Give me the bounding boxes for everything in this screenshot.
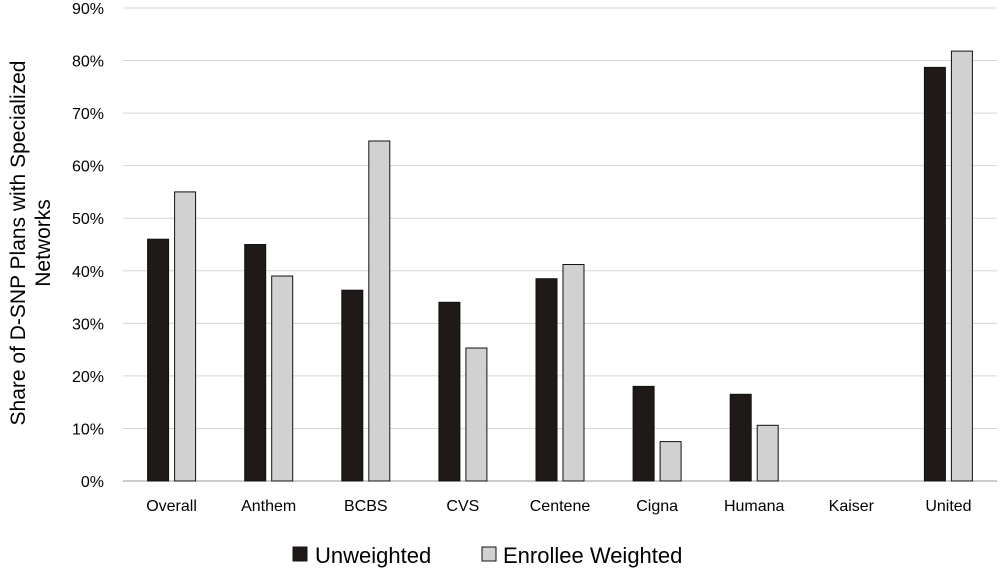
bar-unweighted-centene xyxy=(535,278,558,482)
bar-enrollee-weighted-cigna xyxy=(659,441,682,482)
bar-enrollee-weighted-cvs xyxy=(465,347,488,482)
y-tick-label: 80% xyxy=(72,54,104,71)
bar-unweighted-cvs xyxy=(438,301,461,482)
legend-swatch-enrollee-weighted xyxy=(481,546,497,562)
bar-unweighted-bcbs xyxy=(341,289,364,482)
y-axis-title: Share of D-SNP Plans with SpecializedNet… xyxy=(7,61,55,426)
y-axis-title-line: Share of D-SNP Plans with Specialized xyxy=(7,61,30,426)
bar-enrollee-weighted-anthem xyxy=(271,275,294,482)
bar-unweighted-anthem xyxy=(244,244,267,482)
y-tick-label: 10% xyxy=(72,421,104,438)
legend-swatch-unweighted xyxy=(292,546,308,562)
bar-enrollee-weighted-humana xyxy=(756,424,779,482)
x-tick-label: Anthem xyxy=(241,498,296,515)
y-axis-title-text: Share of D-SNP Plans with SpecializedNet… xyxy=(7,61,55,426)
bar-unweighted-overall xyxy=(147,238,170,482)
bar-enrollee-weighted-overall xyxy=(174,191,197,482)
gridlines xyxy=(123,7,997,482)
bars xyxy=(147,50,973,482)
x-tick-label: CVS xyxy=(446,498,479,515)
x-tick-label: BCBS xyxy=(344,498,388,515)
y-tick-label: 20% xyxy=(72,369,104,386)
bar-unweighted-cigna xyxy=(632,385,655,482)
y-axis-title-line: Networks xyxy=(32,199,55,287)
legend-label: Enrollee Weighted xyxy=(503,543,682,568)
y-tick-label: 90% xyxy=(72,1,104,18)
legend: Unweighted Enrollee Weighted xyxy=(292,543,682,568)
y-tick-label: 70% xyxy=(72,106,104,123)
y-axis: 0% 10% 20% 30% 40% 50% 60% 70% 80% 90% xyxy=(72,1,104,491)
y-tick-label: 30% xyxy=(72,316,104,333)
bar-unweighted-humana xyxy=(729,393,752,482)
bar-unweighted-united xyxy=(923,66,946,482)
y-tick-label: 40% xyxy=(72,264,104,281)
legend-label: Unweighted xyxy=(315,543,431,568)
x-tick-label: Humana xyxy=(724,498,785,515)
x-tick-label: Kaiser xyxy=(829,498,875,515)
y-tick-label: 60% xyxy=(72,159,104,176)
x-axis: Overall Anthem BCBS CVS Centene Cigna Humana Ka… xyxy=(146,498,971,515)
x-tick-label: Centene xyxy=(530,498,591,515)
y-tick-label: 50% xyxy=(72,211,104,228)
x-tick-label: Cigna xyxy=(636,498,678,515)
y-tick-label: 0% xyxy=(81,474,104,491)
x-tick-label: United xyxy=(925,498,971,515)
bar-enrollee-weighted-bcbs xyxy=(368,140,391,482)
bar-enrollee-weighted-united xyxy=(950,50,973,482)
x-tick-label: Overall xyxy=(146,498,197,515)
bar-enrollee-weighted-centene xyxy=(562,264,585,482)
